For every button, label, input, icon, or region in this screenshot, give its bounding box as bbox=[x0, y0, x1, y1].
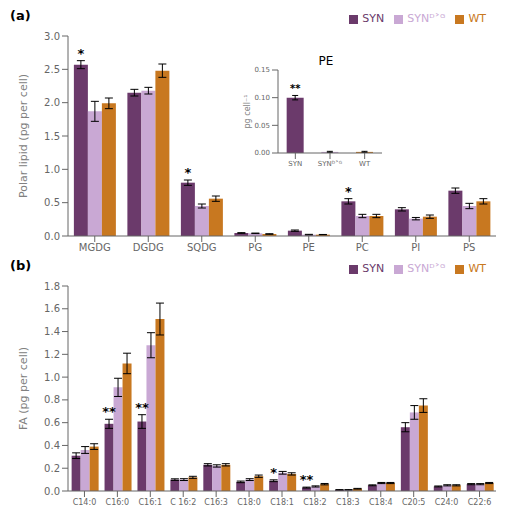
svg-text:Polar lipid (pg per cell): Polar lipid (pg per cell) bbox=[17, 74, 30, 198]
svg-text:SQDG: SQDG bbox=[187, 242, 217, 253]
svg-text:C18:2: C18:2 bbox=[303, 498, 327, 507]
html-text:(a): (a) bbox=[10, 8, 31, 23]
svg-text:2.5: 2.5 bbox=[44, 64, 60, 75]
svg-text:3.0: 3.0 bbox=[44, 31, 60, 42]
svg-text:C18:3: C18:3 bbox=[336, 498, 360, 507]
html-text:SYNᴰ˃ᴳ: SYNᴰ˃ᴳ bbox=[407, 12, 446, 25]
svg-text:2.0: 2.0 bbox=[44, 97, 60, 108]
html-text:SYNᴰ˃ᴳ: SYNᴰ˃ᴳ bbox=[407, 262, 446, 275]
svg-text:DGDG: DGDG bbox=[133, 242, 164, 253]
svg-text:0.0: 0.0 bbox=[44, 486, 60, 497]
svg-text:C 16:2: C 16:2 bbox=[170, 498, 196, 507]
html-text:PE: PE bbox=[318, 54, 334, 68]
svg-text:1.6: 1.6 bbox=[44, 303, 60, 314]
svg-text:0.6: 0.6 bbox=[44, 417, 60, 428]
svg-text:PS: PS bbox=[463, 242, 475, 253]
svg-text:**: ** bbox=[290, 83, 301, 94]
html-text:SYN: SYN bbox=[362, 262, 385, 275]
svg-text:C14:0: C14:0 bbox=[73, 498, 97, 507]
svg-text:C18:0: C18:0 bbox=[237, 498, 261, 507]
svg-text:1.0: 1.0 bbox=[44, 372, 60, 383]
svg-text:SYN: SYN bbox=[288, 160, 302, 167]
svg-text:PC: PC bbox=[356, 242, 369, 253]
svg-text:pg cell⁻¹: pg cell⁻¹ bbox=[243, 95, 252, 129]
svg-text:*: * bbox=[184, 165, 191, 180]
svg-text:*: * bbox=[77, 46, 84, 61]
svg-text:C16:1: C16:1 bbox=[139, 498, 163, 507]
svg-text:C16:3: C16:3 bbox=[204, 498, 228, 507]
svg-text:*: * bbox=[270, 465, 277, 480]
svg-text:0.05: 0.05 bbox=[254, 122, 270, 130]
svg-text:0.0: 0.0 bbox=[44, 231, 60, 242]
svg-text:SYNᴰ˃ᴳ: SYNᴰ˃ᴳ bbox=[318, 160, 343, 167]
svg-text:WT: WT bbox=[359, 160, 371, 167]
html-text:(b): (b) bbox=[10, 258, 32, 273]
html-text:WT: WT bbox=[468, 12, 486, 25]
svg-text:C16:0: C16:0 bbox=[106, 498, 130, 507]
svg-text:0.10: 0.10 bbox=[254, 94, 270, 102]
svg-text:**: ** bbox=[102, 404, 116, 419]
svg-text:0.00: 0.00 bbox=[254, 149, 270, 157]
svg-text:0.5: 0.5 bbox=[44, 197, 60, 208]
svg-text:PI: PI bbox=[411, 242, 420, 253]
svg-text:0.4: 0.4 bbox=[44, 440, 60, 451]
svg-text:C18:4: C18:4 bbox=[369, 498, 393, 507]
svg-text:**: ** bbox=[300, 472, 314, 487]
html-text:SYN: SYN bbox=[362, 12, 385, 25]
svg-text:1.0: 1.0 bbox=[44, 164, 60, 175]
svg-text:MGDG: MGDG bbox=[79, 242, 111, 253]
html-text:WT: WT bbox=[468, 262, 486, 275]
svg-text:**: ** bbox=[135, 400, 149, 415]
svg-text:1.4: 1.4 bbox=[44, 326, 60, 337]
svg-text:1.5: 1.5 bbox=[44, 131, 60, 142]
svg-text:C22:6: C22:6 bbox=[468, 498, 492, 507]
svg-text:C18:1: C18:1 bbox=[270, 498, 294, 507]
svg-text:*: * bbox=[345, 184, 352, 199]
svg-text:0.2: 0.2 bbox=[44, 463, 60, 474]
svg-text:1.8: 1.8 bbox=[44, 281, 60, 292]
svg-text:PE: PE bbox=[303, 242, 315, 253]
svg-text:1.2: 1.2 bbox=[44, 349, 60, 360]
svg-text:FA (pg per cell): FA (pg per cell) bbox=[17, 347, 30, 430]
svg-text:0.15: 0.15 bbox=[254, 66, 270, 74]
svg-text:C24:0: C24:0 bbox=[435, 498, 459, 507]
svg-text:PG: PG bbox=[248, 242, 262, 253]
svg-text:C20:5: C20:5 bbox=[402, 498, 426, 507]
svg-text:0.8: 0.8 bbox=[44, 394, 60, 405]
